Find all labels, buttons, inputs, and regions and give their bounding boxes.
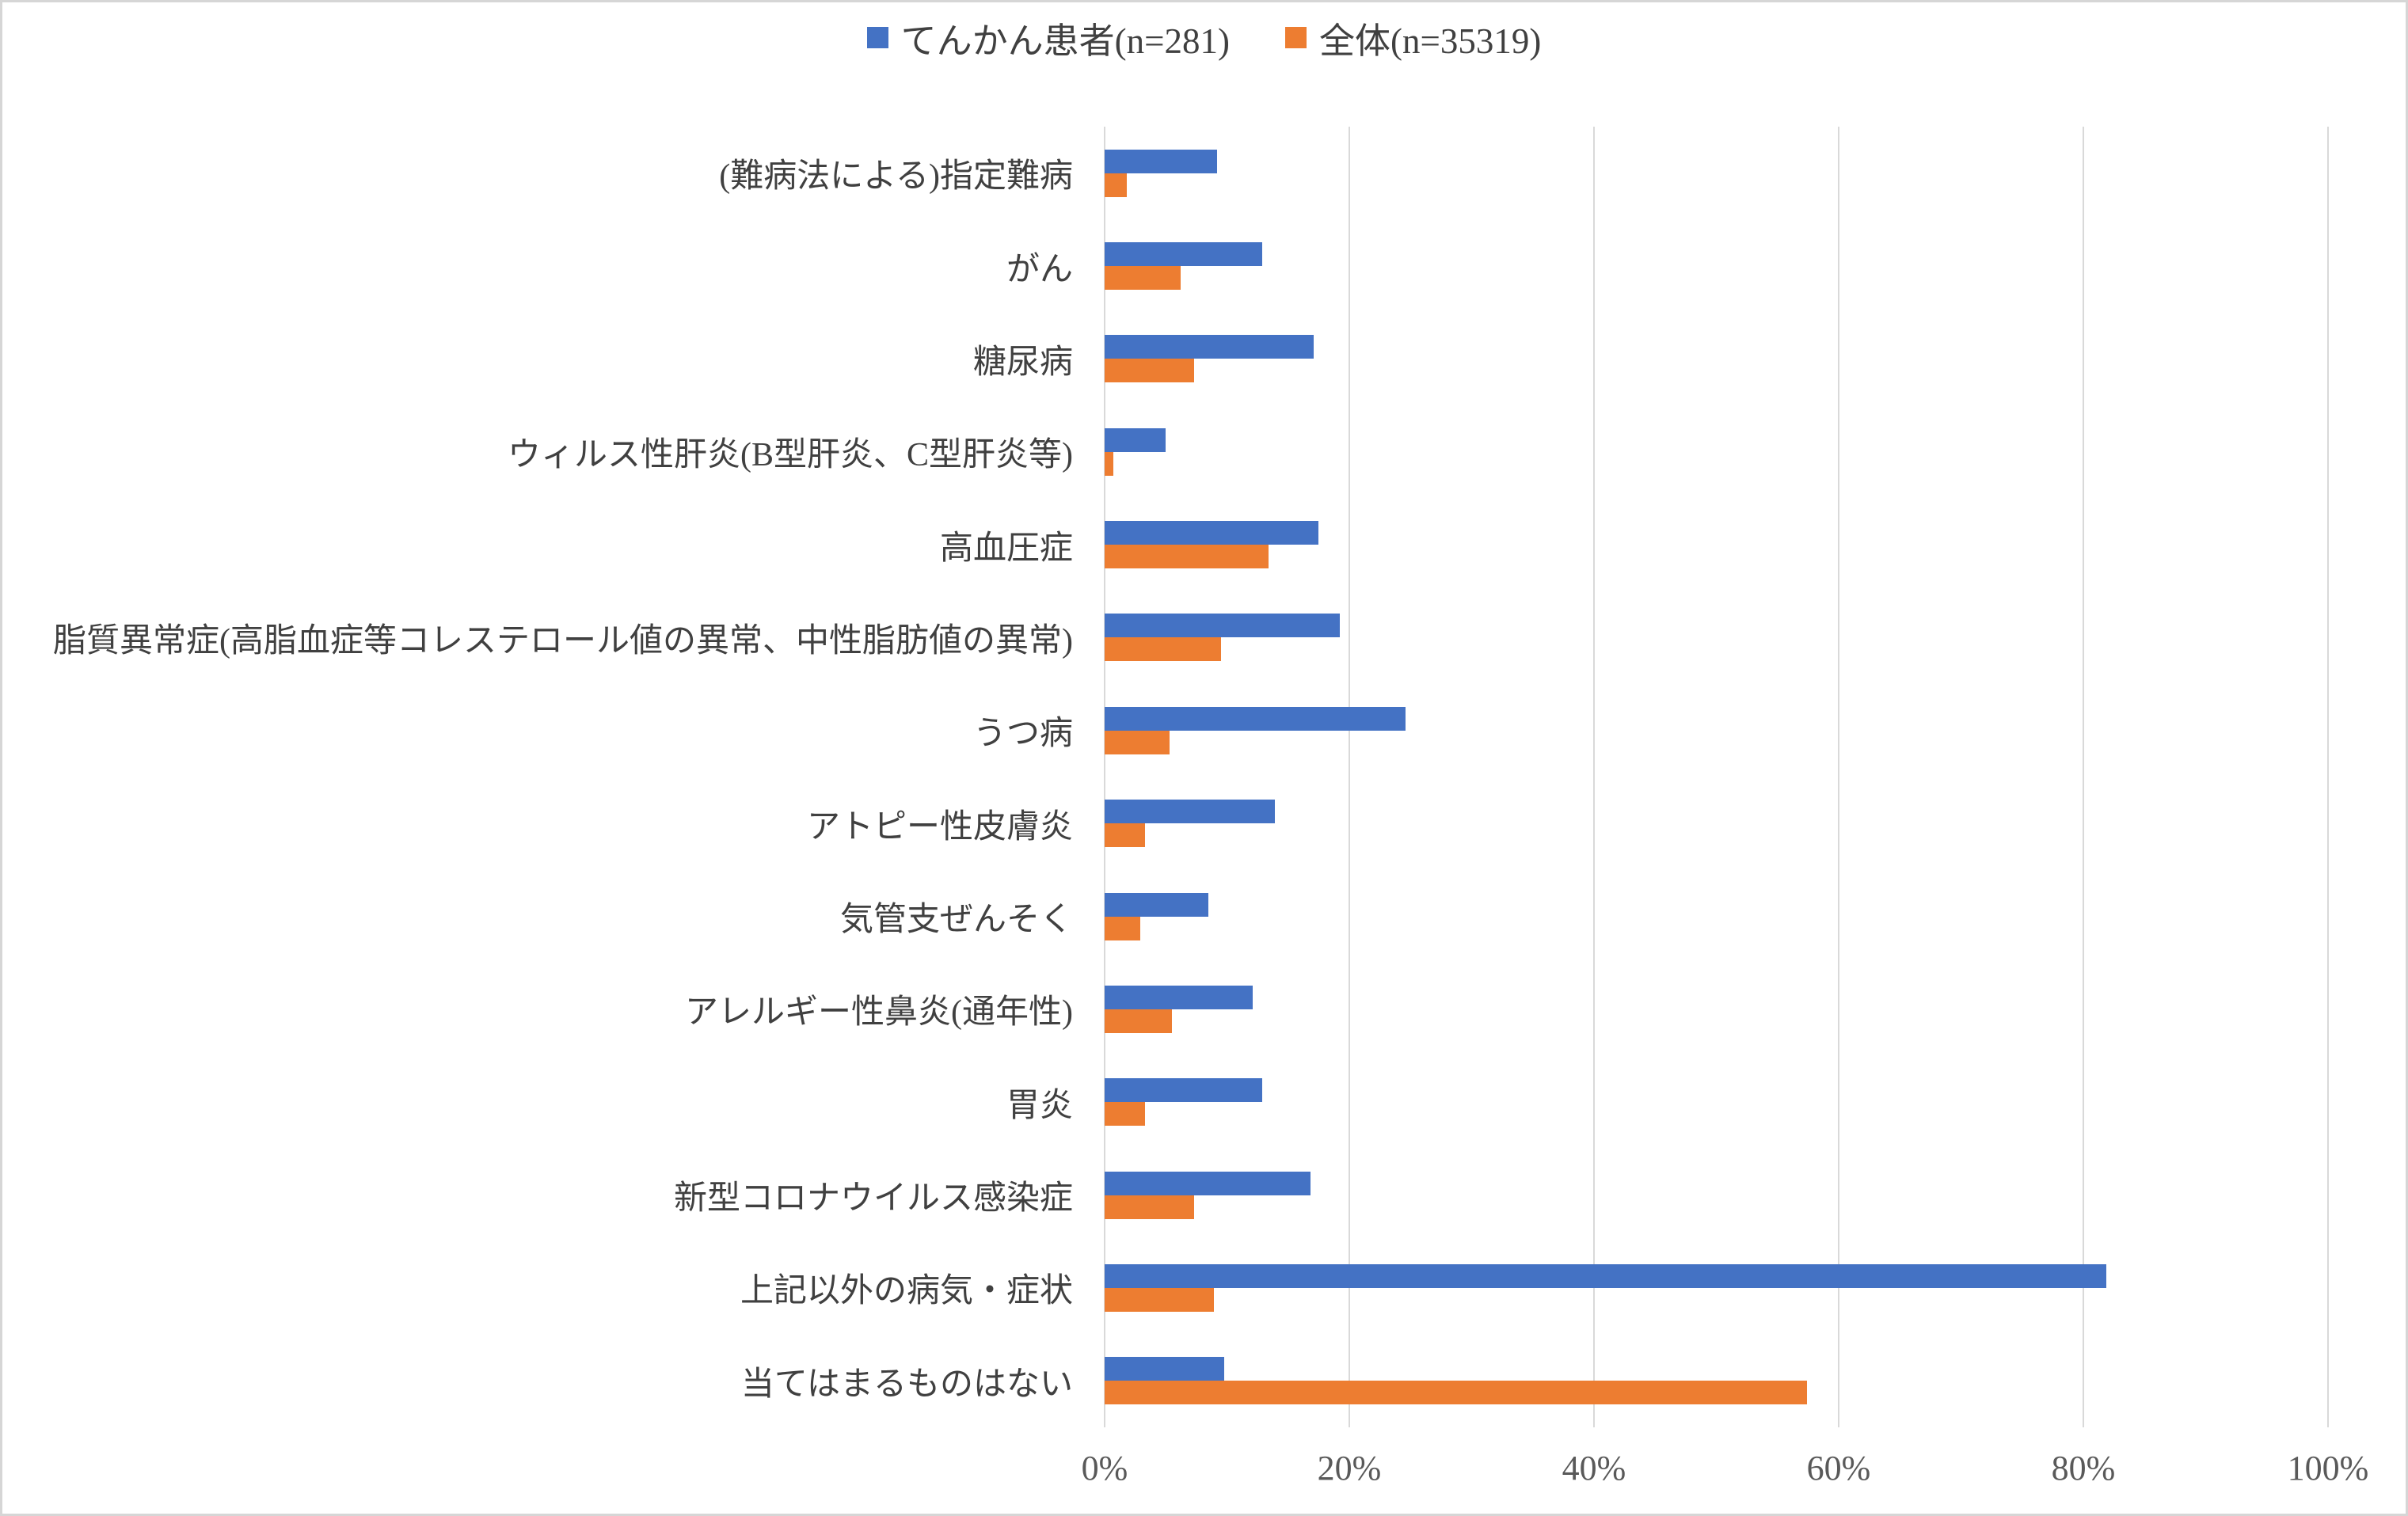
bar-epilepsy [1105, 149, 1218, 173]
category-label: 新型コロナウイルス感染症 [673, 1180, 1073, 1218]
bar-epilepsy [1105, 706, 1406, 731]
bar-row [1105, 777, 2328, 870]
category-label: (難病法による)指定難病 [719, 158, 1073, 196]
bar-epilepsy [1105, 1357, 1225, 1381]
category-label: ウィルス性肝炎(B型肝炎、C型肝炎等) [507, 437, 1073, 474]
legend-label-epilepsy: てんかん患者(n=281) [900, 21, 1230, 61]
bar-row [1105, 405, 2328, 498]
bar-row [1105, 591, 2328, 684]
x-tick-label: 80% [2051, 1449, 2116, 1488]
bar-epilepsy [1105, 521, 1319, 545]
category-label: 当てはまるものはない [740, 1366, 1073, 1403]
x-tick-label: 20% [1317, 1449, 1382, 1488]
gridline-0 [1104, 127, 1105, 1427]
legend-swatch-epilepsy-icon [866, 27, 888, 48]
bar-overall [1105, 545, 1269, 569]
x-tick-label: 40% [1562, 1449, 1626, 1488]
bar-overall [1105, 730, 1170, 754]
bar-rows [1105, 127, 2328, 1427]
bar-overall [1105, 637, 1221, 662]
bar-overall [1105, 1102, 1145, 1127]
gridline-20 [1349, 127, 1350, 1427]
legend-label-overall: 全体(n=35319) [1319, 21, 1542, 61]
bar-overall [1105, 916, 1140, 940]
category-label: うつ病 [972, 716, 1073, 753]
gridline-80 [2083, 127, 2084, 1427]
legend-item-epilepsy: てんかん患者(n=281) [866, 12, 1230, 63]
category-label: 胃炎 [1006, 1087, 1073, 1124]
bar-row [1105, 498, 2328, 591]
bar-row [1105, 1241, 2328, 1334]
category-axis: (難病法による)指定難病がん糖尿病ウィルス性肝炎(B型肝炎、C型肝炎等) 高血圧症… [2, 127, 1089, 1427]
bar-epilepsy [1105, 800, 1275, 824]
gridline-40 [1593, 127, 1595, 1427]
bar-epilepsy [1105, 1171, 1311, 1195]
bar-row [1105, 1056, 2328, 1149]
category-label: がん [1006, 251, 1073, 288]
bar-epilepsy [1105, 1263, 2107, 1288]
plot-area [1104, 127, 2329, 1427]
category-label: 高血圧症 [939, 530, 1073, 567]
gridline-100 [2327, 127, 2329, 1427]
category-label: 気管支ぜんそく [839, 902, 1073, 939]
bar-overall [1105, 1381, 1807, 1405]
legend-item-overall: 全体(n=35319) [1285, 12, 1541, 63]
bar-row [1105, 1335, 2328, 1427]
bar-overall [1105, 1195, 1194, 1219]
bar-overall [1105, 1009, 1172, 1033]
bar-overall [1105, 359, 1194, 383]
bar-overall [1105, 823, 1145, 848]
bar-overall [1105, 1287, 1214, 1312]
bar-row [1105, 870, 2328, 963]
bar-epilepsy [1105, 335, 1314, 359]
category-label: 上記以外の病気・症状 [740, 1273, 1073, 1310]
bar-row [1105, 1149, 2328, 1241]
bar-row [1105, 127, 2328, 219]
bar-overall [1105, 451, 1113, 476]
gridline-60 [1838, 127, 1839, 1427]
legend: てんかん患者(n=281) 全体(n=35319) [2, 12, 2406, 63]
x-tick-label: 100% [2287, 1449, 2369, 1488]
bar-row [1105, 219, 2328, 312]
bar-row [1105, 313, 2328, 405]
x-tick-label: 60% [1806, 1449, 1871, 1488]
bar-epilepsy [1105, 892, 1209, 917]
x-tick-label: 0% [1081, 1449, 1128, 1488]
category-label: 糖尿病 [972, 344, 1073, 381]
bar-epilepsy [1105, 614, 1340, 638]
bar-epilepsy [1105, 427, 1166, 452]
bar-row [1105, 684, 2328, 777]
category-label: 脂質異常症(高脂血症等コレステロール値の異常、中性脂肪値の異常) [53, 622, 1073, 659]
legend-swatch-overall-icon [1285, 27, 1307, 48]
bar-overall [1105, 173, 1127, 197]
bar-epilepsy [1105, 1078, 1263, 1103]
bar-overall [1105, 266, 1181, 291]
bar-row [1105, 963, 2328, 1055]
category-label: アトピー性皮膚炎 [806, 808, 1073, 845]
bar-epilepsy [1105, 985, 1253, 1009]
x-axis: 0% 20% 40% 60% 80% 100% [1082, 1448, 2369, 1503]
bar-epilepsy [1105, 242, 1263, 267]
category-label: アレルギー性鼻炎(通年性) [685, 994, 1073, 1032]
